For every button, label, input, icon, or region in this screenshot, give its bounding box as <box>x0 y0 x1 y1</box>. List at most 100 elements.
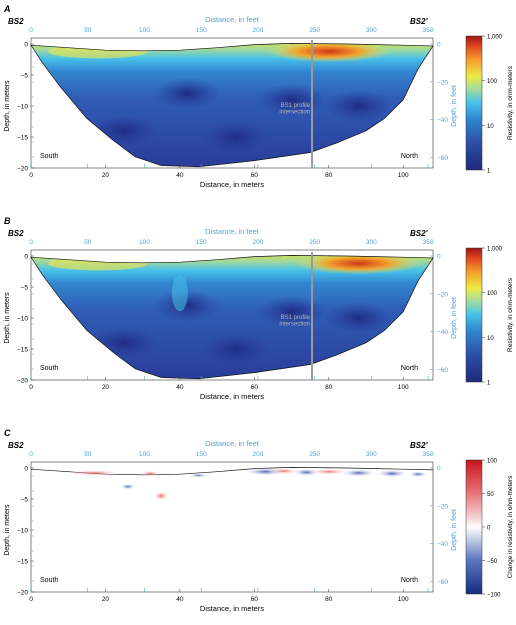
x-m-tick-label: 60 <box>251 384 259 391</box>
colorbar-tick-label: −100 <box>487 593 501 599</box>
colorbar-tick-label: 10 <box>487 124 494 130</box>
colorbar-title: Change in resistivity, in ohm-meters <box>507 475 514 579</box>
depth-m-tick-label: −20 <box>17 378 28 385</box>
south-label: South <box>40 153 58 160</box>
section-outline <box>30 43 434 168</box>
x-feet-tick-label: 250 <box>309 239 320 246</box>
low-resistivity-zone <box>257 295 326 328</box>
plot-frame <box>30 461 434 593</box>
x-m-tick-label: 100 <box>398 596 409 603</box>
x-feet-tick-label: 0 <box>29 239 33 246</box>
top-axis-title: Distance, in feet <box>205 15 260 24</box>
x-feet-tick-label: 200 <box>252 239 263 246</box>
x-feet-tick-label: 350 <box>423 27 434 34</box>
x-m-tick-label: 80 <box>325 384 333 391</box>
x-feet-tick-label: 150 <box>196 27 207 34</box>
change-anomaly <box>153 490 170 501</box>
x-feet-tick-label: 150 <box>196 451 207 458</box>
colorbar-tick-label: 100 <box>487 79 498 85</box>
left-axis-title: Depth, in meters <box>4 80 11 132</box>
north-label: North <box>401 153 418 160</box>
north-label: North <box>401 365 418 372</box>
x-m-tick-label: 80 <box>325 172 333 179</box>
change-anomaly <box>119 483 136 490</box>
section-end-label: BS2' <box>410 229 429 238</box>
section-end-label: BS2' <box>410 441 429 450</box>
x-m-tick-label: 60 <box>251 172 259 179</box>
colorbar-tick-label: 100 <box>487 291 498 297</box>
change-anomaly <box>188 473 209 478</box>
x-m-tick-label: 40 <box>176 596 184 603</box>
x-m-tick-label: 0 <box>29 596 33 603</box>
section-outline <box>30 255 434 380</box>
x-feet-tick-label: 250 <box>309 451 320 458</box>
change-anomaly <box>340 468 377 477</box>
low-resistivity-zone <box>201 121 270 153</box>
low-resistivity-zone <box>324 302 393 334</box>
colorbar-tick-label: 10 <box>487 336 494 342</box>
bottom-axis-title: Distance, in meters <box>200 604 264 613</box>
right-axis-title: Depth, in feet <box>451 509 458 551</box>
conductive-plume <box>171 275 188 312</box>
x-feet-tick-label: 200 <box>252 27 263 34</box>
depth-ft-tick-label: −20 <box>437 291 448 298</box>
top-axis-title: Distance, in feet <box>205 439 260 448</box>
depth-ft-tick-label: −60 <box>437 155 448 162</box>
x-feet-tick-label: 100 <box>139 27 150 34</box>
x-feet-tick-label: 350 <box>423 451 434 458</box>
x-m-tick-label: 20 <box>102 596 110 603</box>
x-m-tick-label: 80 <box>325 596 333 603</box>
depth-m-tick-label: 0 <box>24 466 28 473</box>
bottom-axis-title: Distance, in meters <box>200 392 264 401</box>
colorbar-tick-label: −50 <box>487 559 498 565</box>
x-feet-tick-label: 50 <box>84 27 92 34</box>
depth-ft-tick-label: −20 <box>437 79 448 86</box>
depth-ft-tick-label: 0 <box>437 466 441 473</box>
x-feet-tick-label: 100 <box>139 239 150 246</box>
x-feet-tick-label: 250 <box>309 27 320 34</box>
low-resistivity-zone <box>153 77 222 110</box>
depth-m-tick-label: −15 <box>17 559 28 566</box>
depth-ft-tick-label: 0 <box>437 254 441 261</box>
depth-ft-tick-label: −40 <box>437 329 448 336</box>
top-axis-title: Distance, in feet <box>205 227 260 236</box>
high-resistivity-zone <box>296 255 421 275</box>
panel-letter: A <box>3 4 11 14</box>
x-m-tick-label: 40 <box>176 172 184 179</box>
change-anomaly <box>308 468 349 475</box>
left-axis-title: Depth, in meters <box>4 292 11 344</box>
low-resistivity-zone <box>201 333 270 365</box>
depth-ft-tick-label: −40 <box>437 117 448 124</box>
depth-ft-tick-label: −60 <box>437 367 448 374</box>
depth-m-tick-label: −5 <box>21 497 29 504</box>
left-axis-title: Depth, in meters <box>4 504 11 556</box>
depth-ft-tick-label: 0 <box>437 42 441 49</box>
colorbar-tick-label: 1 <box>487 169 491 175</box>
section-start-label: BS2 <box>8 441 24 450</box>
section-start-label: BS2 <box>8 17 24 26</box>
colorbar-tick-label: 50 <box>487 492 494 498</box>
x-feet-tick-label: 0 <box>29 27 33 34</box>
depth-m-tick-label: 0 <box>24 254 28 261</box>
intersection-label-line1: BS1 profile <box>281 315 311 321</box>
intersection-label-line2: intersection <box>279 109 310 115</box>
intersection-label-line1: BS1 profile <box>281 103 311 109</box>
depth-m-tick-label: −5 <box>21 285 29 292</box>
x-m-tick-label: 20 <box>102 172 110 179</box>
depth-m-tick-label: 0 <box>24 42 28 49</box>
colorbar-title: Resistivity, in ohm-meters <box>507 65 514 140</box>
north-label: North <box>401 577 418 584</box>
south-label: South <box>40 577 58 584</box>
x-feet-tick-label: 50 <box>84 239 92 246</box>
x-m-tick-label: 40 <box>176 384 184 391</box>
depth-ft-tick-label: −60 <box>437 579 448 586</box>
x-m-tick-label: 0 <box>29 384 33 391</box>
change-anomaly <box>268 468 301 475</box>
colorbar <box>465 35 483 171</box>
x-m-tick-label: 100 <box>398 172 409 179</box>
colorbar-tick-label: 1,000 <box>487 247 503 253</box>
section-start-label: BS2 <box>8 229 24 238</box>
depth-m-tick-label: −10 <box>17 104 28 111</box>
